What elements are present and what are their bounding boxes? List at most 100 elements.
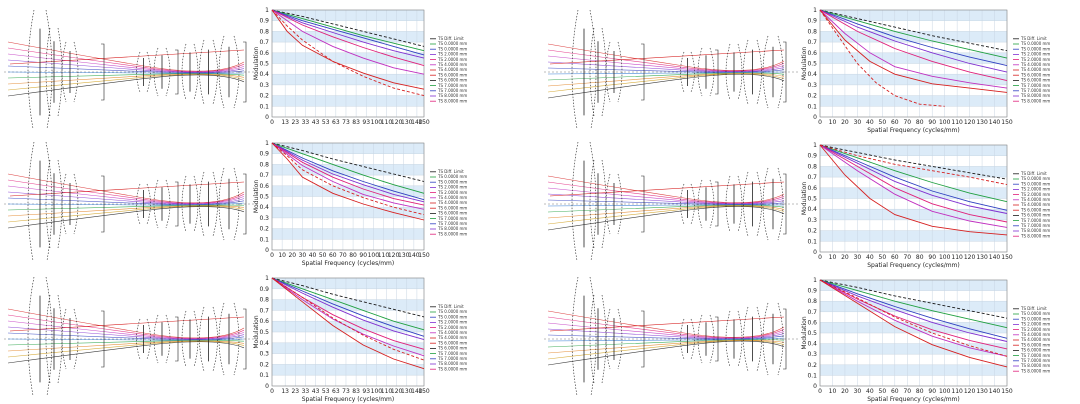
- band: [820, 209, 1007, 220]
- x-tick-label: 43: [312, 388, 320, 395]
- lens-diagram-4: [540, 140, 802, 260]
- y-tick-label: 0.4: [807, 206, 817, 213]
- mtf-series-line: [819, 144, 1008, 236]
- legend-entry: TS 2.0000 mm: [1020, 52, 1050, 57]
- ray: [7, 340, 245, 352]
- x-tick-label: 0: [270, 252, 274, 259]
- ray: [547, 193, 785, 205]
- x-tick-label: 140: [989, 254, 1001, 261]
- ray: [547, 340, 785, 360]
- ray: [547, 205, 785, 225]
- mtf-series-line: [819, 279, 1008, 350]
- lens-element: [762, 167, 784, 241]
- band: [820, 230, 1007, 242]
- mtf-series-line: [271, 142, 425, 210]
- mtf-series-line: [271, 277, 425, 331]
- y-tick-label: 0.3: [259, 351, 269, 358]
- y-tick-label: 0.4: [259, 340, 269, 347]
- x-tick-label: 40: [866, 119, 874, 126]
- aperture-bracket: [641, 175, 645, 233]
- y-tick-label: 0.8: [807, 28, 817, 35]
- ray: [7, 41, 245, 72]
- x-tick-label: 83: [352, 388, 360, 395]
- legend-entry: TS 0.0000 mm: [437, 309, 467, 314]
- x-tick-label: 90: [359, 252, 367, 259]
- x-tick-label: 130: [976, 119, 988, 126]
- y-tick-label: 0.8: [807, 298, 817, 305]
- x-axis-label: Spatial Frequency (cycles/mm): [302, 260, 395, 267]
- legend-entry: TS 0.0000 mm: [1020, 41, 1050, 46]
- legend-entry: TS 4.0000 mm: [1020, 62, 1050, 67]
- ray: [7, 308, 245, 339]
- lens-element: [218, 167, 240, 241]
- ray: [7, 205, 245, 223]
- y-tick-label: 0: [265, 114, 269, 121]
- mtf-series-line: [819, 279, 1008, 357]
- legend-entry: TS 2.0000 mm: [1020, 327, 1050, 332]
- ray: [549, 181, 785, 197]
- band: [820, 10, 1007, 21]
- y-tick-label: 0.2: [259, 226, 269, 233]
- legend-entry: TS 6.0000 mm: [437, 72, 467, 77]
- band: [272, 185, 424, 197]
- x-tick-label: 130: [976, 254, 988, 261]
- legend-entry: TS 8.0000 mm: [437, 226, 467, 231]
- mtf-chart-3: 0 0.1 0.2 0.3 0.4 0.5 0.6 0.7 0.8 0.9 1 0 13 23 33 43 53…: [252, 268, 492, 404]
- x-tick-label: 60: [891, 119, 899, 126]
- ray: [9, 316, 245, 332]
- band: [820, 301, 1007, 312]
- x-tick-label: 33: [302, 119, 310, 126]
- ray: [547, 181, 785, 204]
- x-tick-label: 110: [378, 252, 390, 259]
- lens-diagram-1: [0, 8, 262, 128]
- y-tick-label: 0.2: [807, 228, 817, 235]
- y-tick-label: 0.3: [259, 82, 269, 89]
- x-tick-label: 100: [371, 119, 383, 126]
- x-tick-label: 110: [381, 388, 393, 395]
- y-tick-label: 1: [813, 7, 817, 14]
- x-tick-label: 30: [299, 252, 307, 259]
- ray: [7, 338, 245, 341]
- x-tick-label: 0: [270, 388, 274, 395]
- ray: [547, 175, 785, 203]
- lens-element: [199, 306, 218, 372]
- x-tick-label: 140: [411, 119, 423, 126]
- x-tick-label: 120: [964, 254, 976, 261]
- band: [272, 228, 424, 240]
- x-tick-label: 20: [288, 252, 296, 259]
- lens-element: [680, 318, 695, 360]
- y-tick-label: 0.3: [807, 351, 817, 358]
- aperture-bracket: [175, 316, 179, 362]
- y-tick-label: 0.9: [807, 288, 817, 295]
- ray: [549, 49, 785, 65]
- y-tick-label: 0: [813, 383, 817, 390]
- x-tick-label: 80: [916, 119, 924, 126]
- y-axis-label: Modulation: [253, 47, 260, 80]
- lens-element: [61, 308, 79, 370]
- legend-entry: TS 8.0000 mm: [437, 231, 467, 236]
- ray: [547, 205, 785, 219]
- x-tick-label: 100: [368, 252, 380, 259]
- lens-element: [153, 47, 171, 97]
- legend-entry: TS 6.0000 mm: [437, 346, 467, 351]
- y-axis-label: Modulation: [801, 316, 808, 349]
- lens-diagram-6: [540, 275, 802, 395]
- ray: [7, 341, 245, 364]
- legend-entry: TS 6.0000 mm: [1020, 342, 1050, 347]
- band: [820, 343, 1007, 355]
- y-tick-label: 0.4: [807, 71, 817, 78]
- ray: [7, 74, 245, 97]
- aperture-bracket: [243, 41, 247, 103]
- y-tick-label: 0.6: [259, 50, 269, 57]
- ray: [547, 43, 785, 71]
- ray: [547, 340, 785, 366]
- x-tick-label: 140: [989, 119, 1001, 126]
- lens-element: [61, 173, 79, 235]
- mtf-series-line: [271, 9, 425, 97]
- lens-element: [680, 183, 695, 225]
- mtf-series-line: [271, 9, 425, 59]
- x-tick-label: 150: [1001, 119, 1013, 126]
- ray: [7, 340, 245, 346]
- ray: [7, 191, 245, 205]
- mtf-series-line: [271, 9, 425, 67]
